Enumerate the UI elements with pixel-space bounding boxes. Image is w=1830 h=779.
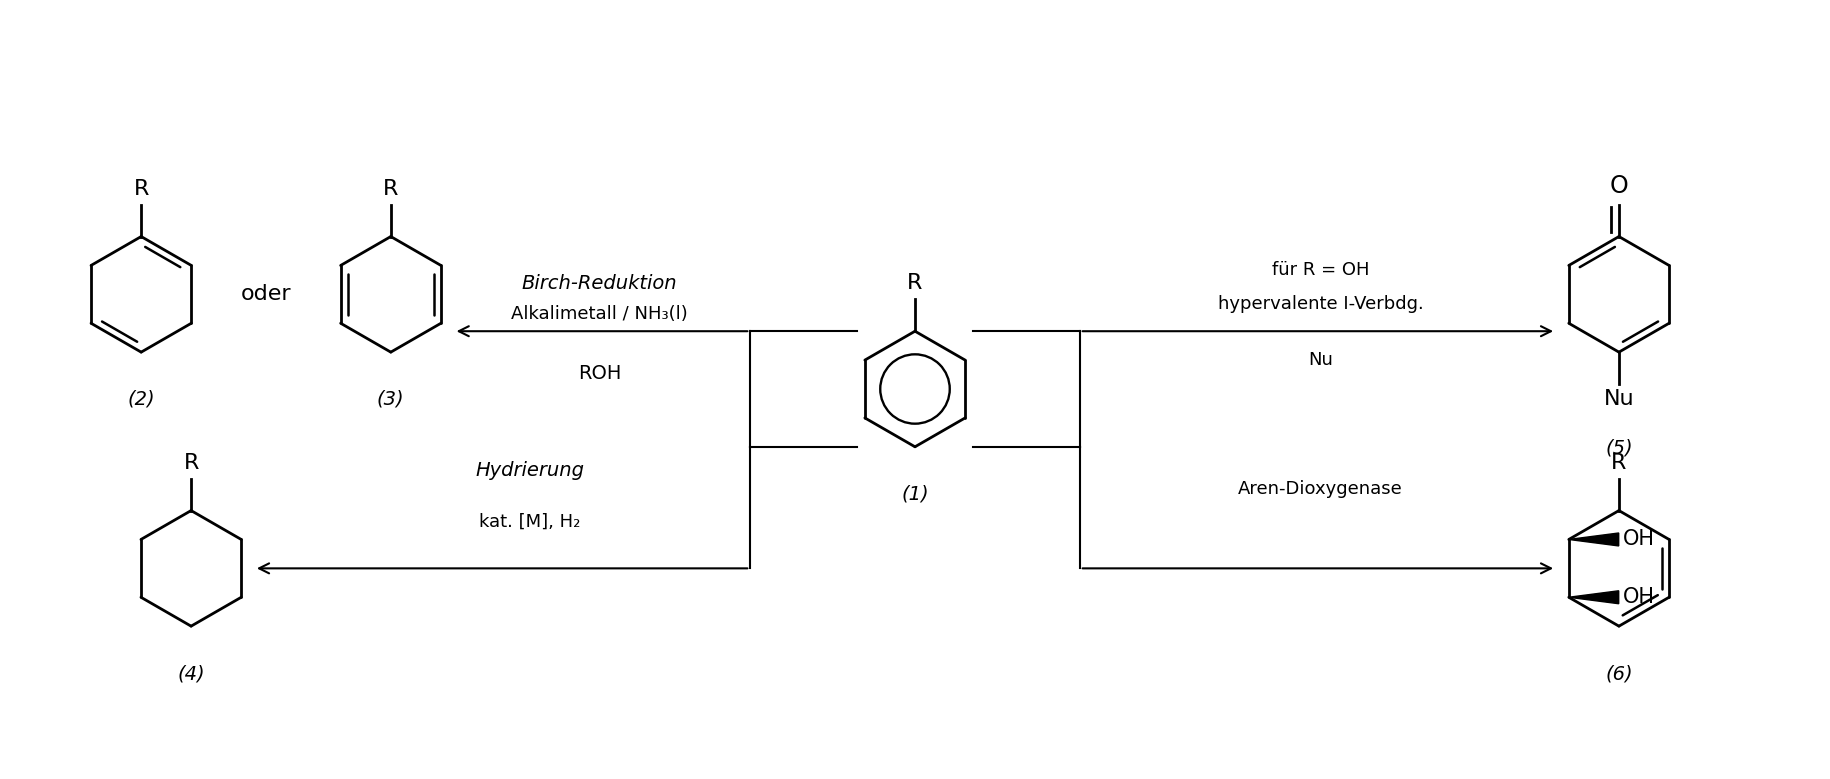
Text: R: R: [183, 453, 199, 473]
Text: (3): (3): [377, 390, 404, 409]
Text: Nu: Nu: [1603, 389, 1634, 409]
Text: (6): (6): [1605, 664, 1632, 683]
Text: R: R: [1610, 453, 1625, 473]
Text: (2): (2): [128, 390, 156, 409]
Text: für R = OH: für R = OH: [1272, 262, 1369, 280]
Text: OH: OH: [1621, 587, 1654, 608]
Text: ROH: ROH: [578, 364, 620, 382]
Text: Alkalimetall / NH₃(l): Alkalimetall / NH₃(l): [511, 305, 688, 323]
Text: Nu: Nu: [1307, 351, 1332, 369]
Text: R: R: [382, 179, 399, 199]
Text: O: O: [1609, 174, 1627, 198]
Text: R: R: [908, 273, 922, 294]
Text: R: R: [134, 179, 148, 199]
Text: oder: oder: [240, 284, 291, 305]
Text: (5): (5): [1605, 439, 1632, 458]
Polygon shape: [1568, 533, 1618, 546]
Text: kat. [M], H₂: kat. [M], H₂: [479, 513, 580, 530]
Text: OH: OH: [1621, 530, 1654, 549]
Polygon shape: [1568, 590, 1618, 604]
Text: Aren-Dioxygenase: Aren-Dioxygenase: [1237, 480, 1402, 498]
Text: (1): (1): [900, 485, 928, 504]
Text: Birch-Reduktion: Birch-Reduktion: [522, 274, 677, 294]
Text: Hydrierung: Hydrierung: [474, 460, 584, 480]
Text: (4): (4): [178, 664, 205, 683]
Text: hypervalente I-Verbdg.: hypervalente I-Verbdg.: [1217, 295, 1422, 313]
